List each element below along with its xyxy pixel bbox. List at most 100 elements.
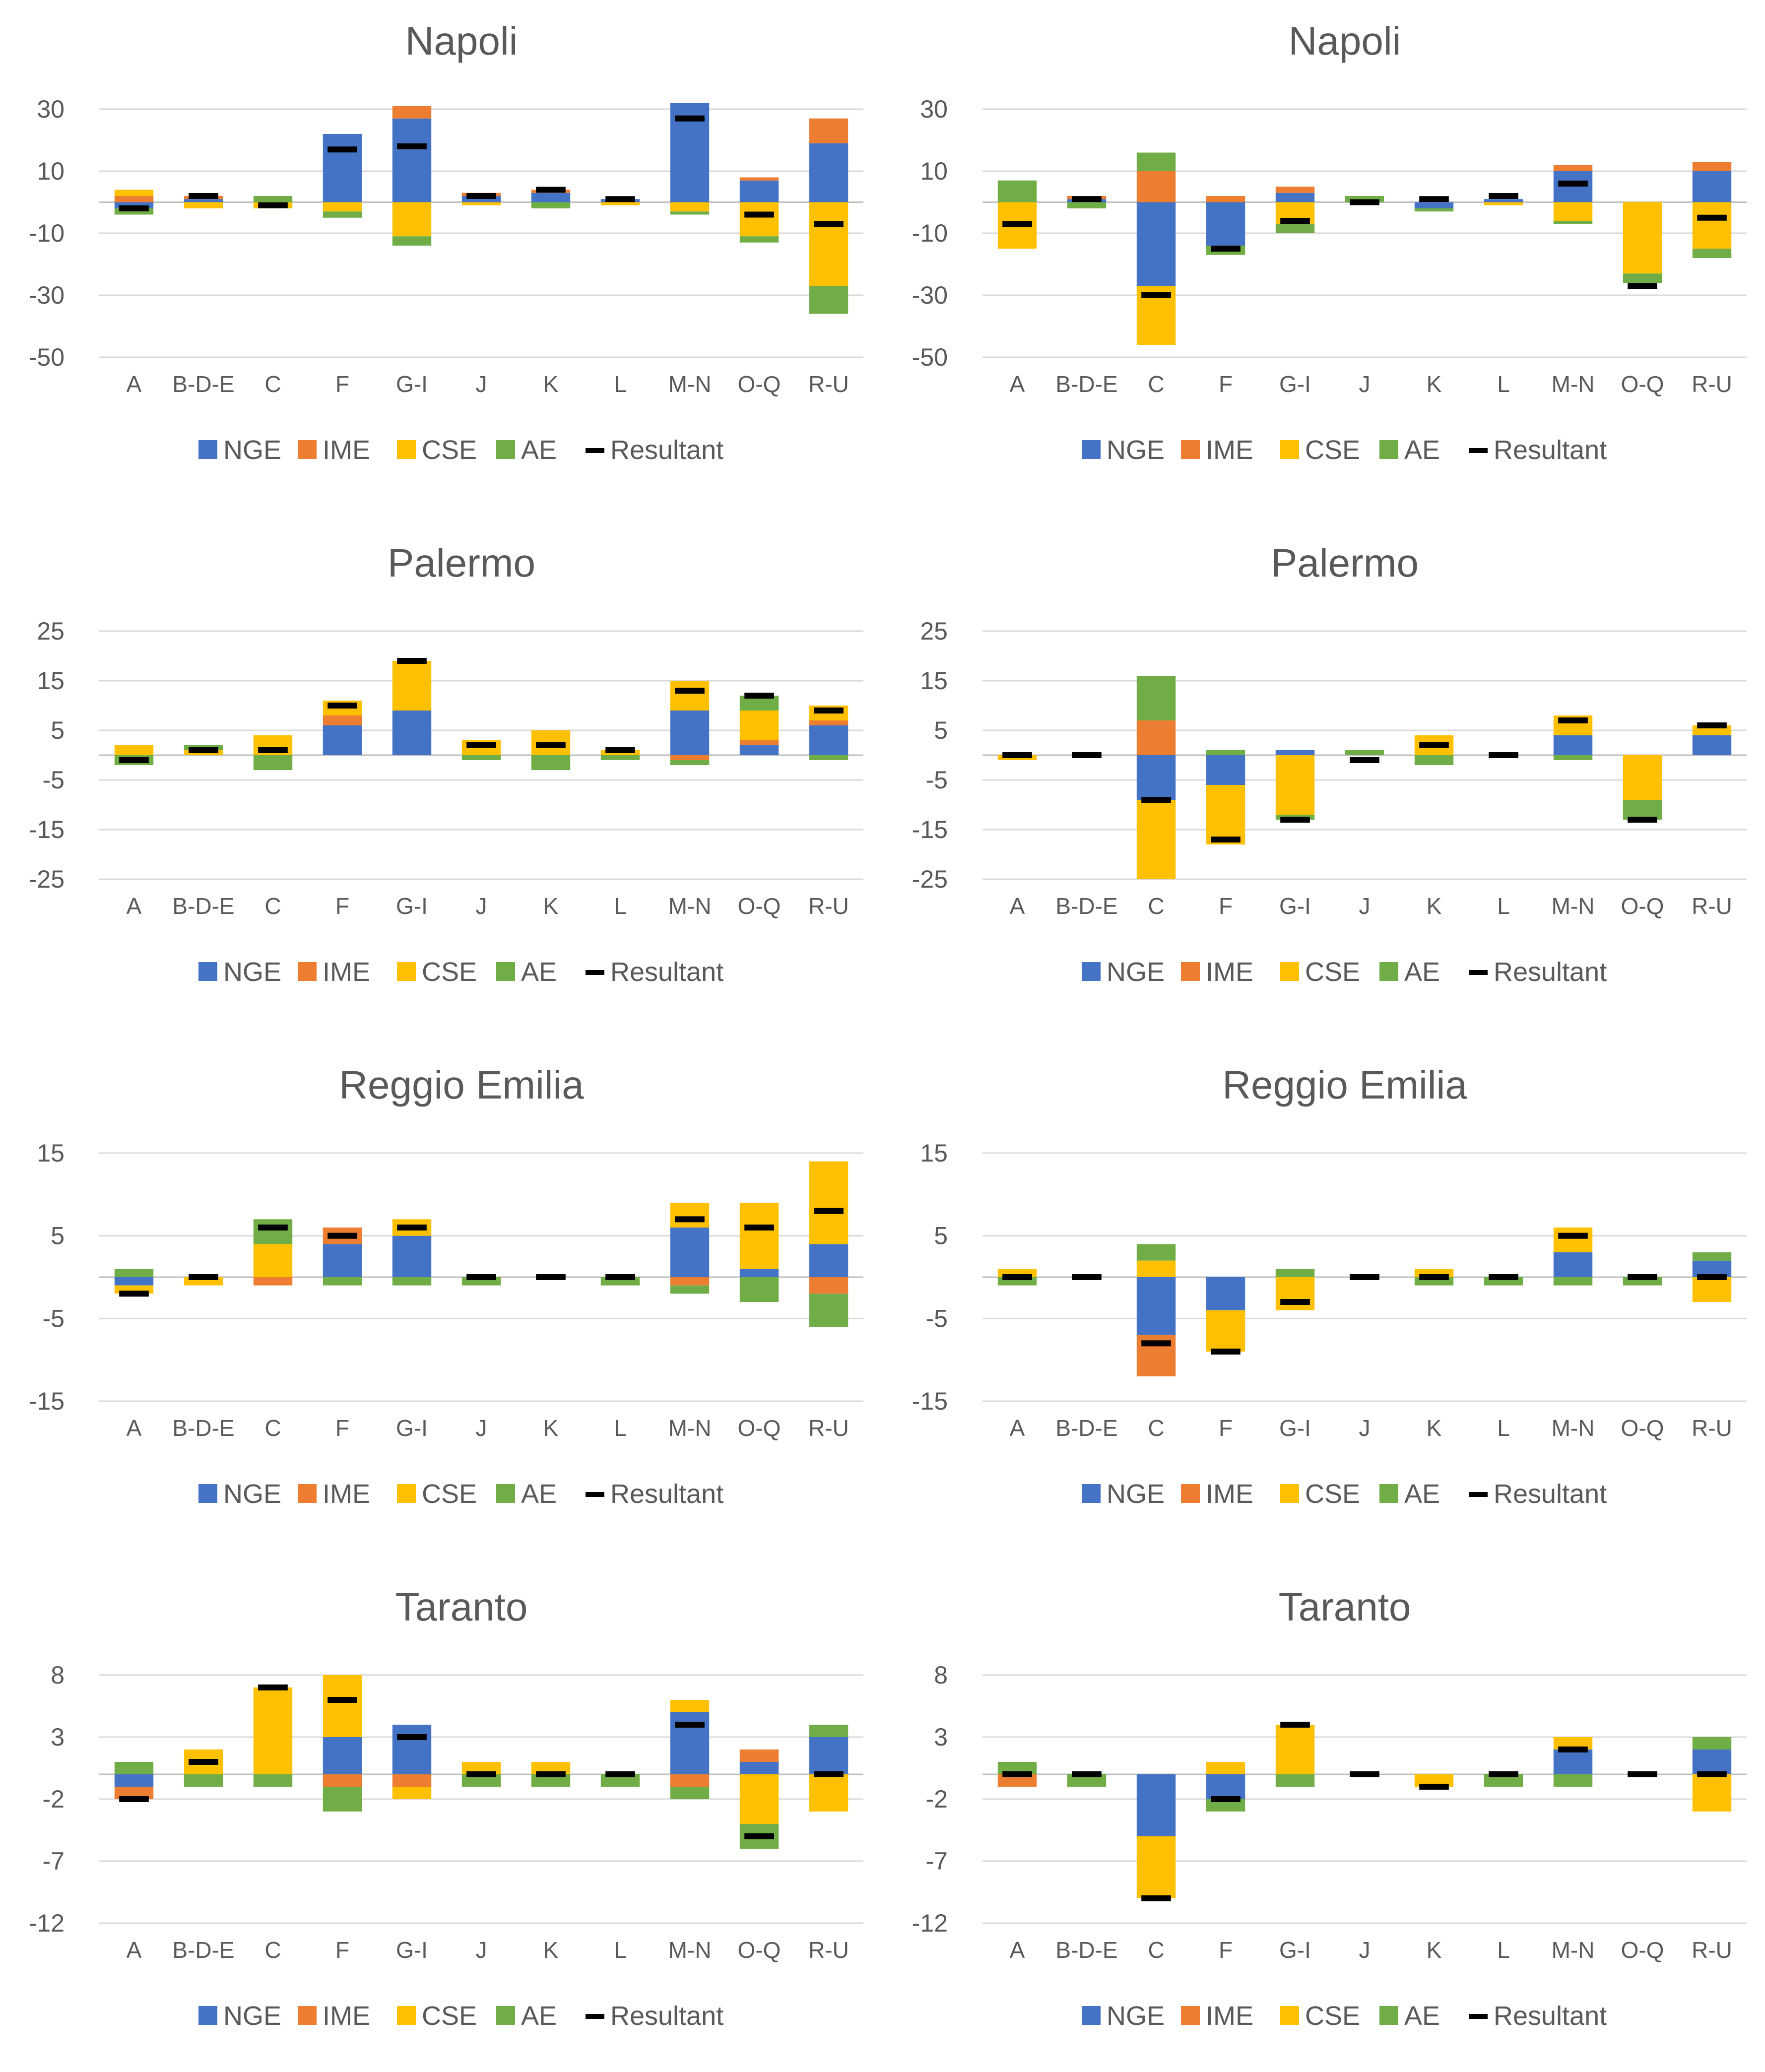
resultant-marker-j [1350, 199, 1379, 205]
x-category-label: J [476, 1937, 487, 1963]
resultant-marker-a [1002, 1274, 1032, 1280]
resultant-marker-k [1419, 742, 1449, 748]
bar-nge-r-u [1692, 735, 1732, 755]
x-category-label: F [1219, 893, 1233, 919]
legend-label: CSE [1305, 435, 1360, 465]
bar-ae-m-n [670, 1787, 710, 1799]
bar-ime-m-n [670, 755, 710, 760]
x-category-label: L [614, 1415, 627, 1441]
legend-swatch-ae [1379, 1484, 1398, 1503]
resultant-marker-r-u [814, 221, 844, 227]
x-category-label: C [264, 371, 281, 397]
legend-label: IME [1206, 957, 1253, 987]
legend-label: CSE [1305, 2001, 1360, 2031]
x-category-label: F [335, 1937, 349, 1963]
chart-svg: Reggio Emilia 15 5 -5 -15 A B-D-E C F G-I J K L M-N O-… [912, 1063, 1747, 1509]
x-category-label: J [476, 371, 487, 397]
legend-label: NGE [223, 2001, 281, 2031]
chart-title: Napoli [405, 19, 518, 63]
legend-item-cse: CSE [1280, 1479, 1360, 1509]
legend-label: AE [1404, 435, 1440, 465]
x-category-label: A [1010, 1415, 1025, 1441]
chart-svg: Palermo 25 15 5 -5 -15 -25 A B-D-E C F G-I J K L M-N O-Q… [29, 541, 863, 987]
resultant-marker-k [1419, 1784, 1449, 1790]
x-category-label: R-U [808, 1937, 849, 1963]
bar-ime-o-q [739, 740, 779, 745]
resultant-marker-j [466, 1274, 496, 1280]
bar-cse-r-u [809, 1161, 849, 1244]
x-category-label: J [476, 1415, 487, 1441]
x-category-label: R-U [808, 371, 849, 397]
legend-swatch-nge [198, 440, 217, 459]
legend-swatch-ae [1379, 962, 1398, 981]
bar-cse-l [1484, 202, 1523, 205]
legend-item-resultant: Resultant [1469, 1479, 1607, 1509]
bar-ae-c [1136, 676, 1176, 720]
x-category-label: L [614, 371, 627, 397]
bar-ae-c [1136, 152, 1176, 171]
chart-reggio-emilia-right: Reggio Emilia 15 5 -5 -15 A B-D-E C F G-I J K L M-N O-… [883, 1044, 1757, 1550]
resultant-marker-j [1350, 1274, 1379, 1280]
legend-item-nge: NGE [1082, 957, 1165, 987]
x-category-label: F [335, 893, 349, 919]
y-tick-label: 10 [920, 157, 948, 185]
x-category-label: A [127, 1937, 142, 1963]
legend-swatch-cse [1280, 962, 1299, 981]
legend-swatch-ime [1181, 962, 1200, 981]
bar-ae-c [253, 1774, 293, 1787]
resultant-marker-m-n [675, 1722, 705, 1728]
x-category-label: O-Q [738, 1937, 781, 1963]
resultant-marker-c [1141, 797, 1171, 803]
bar-nge-g-i [1275, 750, 1315, 755]
x-category-label: B-D-E [1055, 371, 1117, 397]
resultant-marker-k [1419, 1274, 1449, 1280]
chart-title: Reggio Emilia [339, 1063, 584, 1107]
x-category-label: B-D-E [172, 1937, 234, 1963]
resultant-marker-f [1211, 1349, 1241, 1355]
bar-ae-k [531, 202, 571, 208]
resultant-marker-a [119, 757, 149, 763]
bar-nge-f [1206, 202, 1245, 246]
legend-swatch-nge [1082, 962, 1101, 981]
bar-ae-f [323, 1787, 362, 1812]
x-category-label: L [1497, 1415, 1510, 1441]
bar-cse-o-q [1623, 755, 1662, 800]
y-tick-label: 5 [934, 716, 948, 744]
x-category-label: F [1219, 371, 1233, 397]
resultant-marker-c [258, 747, 288, 753]
resultant-marker-g-i [397, 1734, 427, 1740]
bar-cse-f [323, 202, 362, 212]
legend-swatch-ae [496, 962, 515, 981]
chart-svg: Napoli 30 10 -10 -30 -50 A B-D-E C F G-I J K L M-N O-Q R… [912, 19, 1747, 465]
resultant-marker-c [1141, 292, 1171, 298]
resultant-marker-r-u [1697, 1274, 1727, 1280]
x-category-label: O-Q [1621, 1415, 1664, 1441]
resultant-marker-k [1419, 196, 1449, 202]
bar-cse-m-n [670, 1700, 710, 1712]
legend-label: AE [521, 1479, 557, 1509]
chart-napoli-left: Napoli 30 10 -10 -30 -50 A B-D-E C F G-I J K L M-N O-Q R… [0, 0, 873, 506]
bar-ae-m-n [1553, 221, 1593, 224]
x-category-label: J [1359, 893, 1371, 919]
resultant-marker-g-i [1280, 817, 1310, 823]
bar-nge-f [323, 1244, 362, 1277]
bar-ae-r-u [809, 1725, 849, 1737]
legend-item-ime: IME [1181, 1479, 1253, 1509]
bar-cse-o-q [739, 1774, 779, 1824]
resultant-marker-k [536, 742, 566, 748]
chart-palermo-right: Palermo 25 15 5 -5 -15 -25 A B-D-E C F G-I J K L M-N O-Q… [883, 522, 1757, 1028]
legend-item-nge: NGE [1082, 1479, 1165, 1509]
bar-nge-c [1136, 755, 1176, 800]
chart-taranto-left: Taranto 8 3 -2 -7 -12 A B-D-E C F G-I J K L M-N O-Q R-U N… [0, 1566, 873, 2072]
bar-nge-l [1484, 199, 1523, 202]
x-category-label: O-Q [1621, 371, 1664, 397]
bar-ime-f [1206, 196, 1245, 202]
bar-ae-b-d-e [184, 1774, 223, 1787]
y-tick-label: -5 [926, 1304, 948, 1332]
chart-title: Taranto [1279, 1585, 1411, 1629]
legend-item-nge: NGE [1082, 435, 1165, 465]
y-tick-label: -5 [926, 766, 948, 794]
bar-cse-j [461, 202, 501, 205]
bar-ae-c [1136, 1244, 1176, 1261]
